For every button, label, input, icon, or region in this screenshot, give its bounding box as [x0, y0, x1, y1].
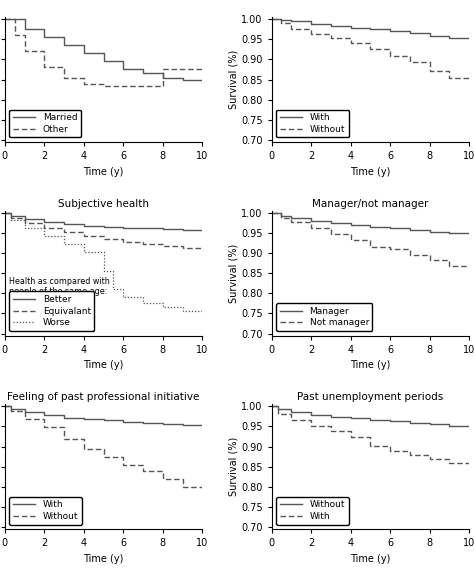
Legend: With, Without: With, Without	[276, 109, 348, 138]
Title: Subjective health: Subjective health	[58, 199, 149, 208]
Title: Feeling of past professional initiative: Feeling of past professional initiative	[8, 392, 200, 402]
Title: Manager/not manager: Manager/not manager	[312, 199, 428, 208]
Text: Health as compared with
people of the same age:: Health as compared with people of the sa…	[9, 277, 109, 296]
Legend: With, Without: With, Without	[9, 497, 82, 525]
X-axis label: Time (y): Time (y)	[83, 554, 124, 564]
X-axis label: Time (y): Time (y)	[350, 554, 391, 564]
X-axis label: Time (y): Time (y)	[83, 360, 124, 370]
X-axis label: Time (y): Time (y)	[350, 360, 391, 370]
Legend: Without, With: Without, With	[276, 497, 348, 525]
Legend: Manager, Not manager: Manager, Not manager	[276, 303, 373, 331]
Y-axis label: Survival (%): Survival (%)	[228, 437, 238, 496]
Y-axis label: Survival (%): Survival (%)	[228, 244, 238, 303]
Legend: Married, Other: Married, Other	[9, 109, 81, 138]
X-axis label: Time (y): Time (y)	[350, 167, 391, 176]
Legend: Better, Equivalant, Worse: Better, Equivalant, Worse	[9, 291, 94, 331]
X-axis label: Time (y): Time (y)	[83, 167, 124, 176]
Y-axis label: Survival (%): Survival (%)	[228, 50, 238, 109]
Title: Past unemployment periods: Past unemployment periods	[297, 392, 444, 402]
